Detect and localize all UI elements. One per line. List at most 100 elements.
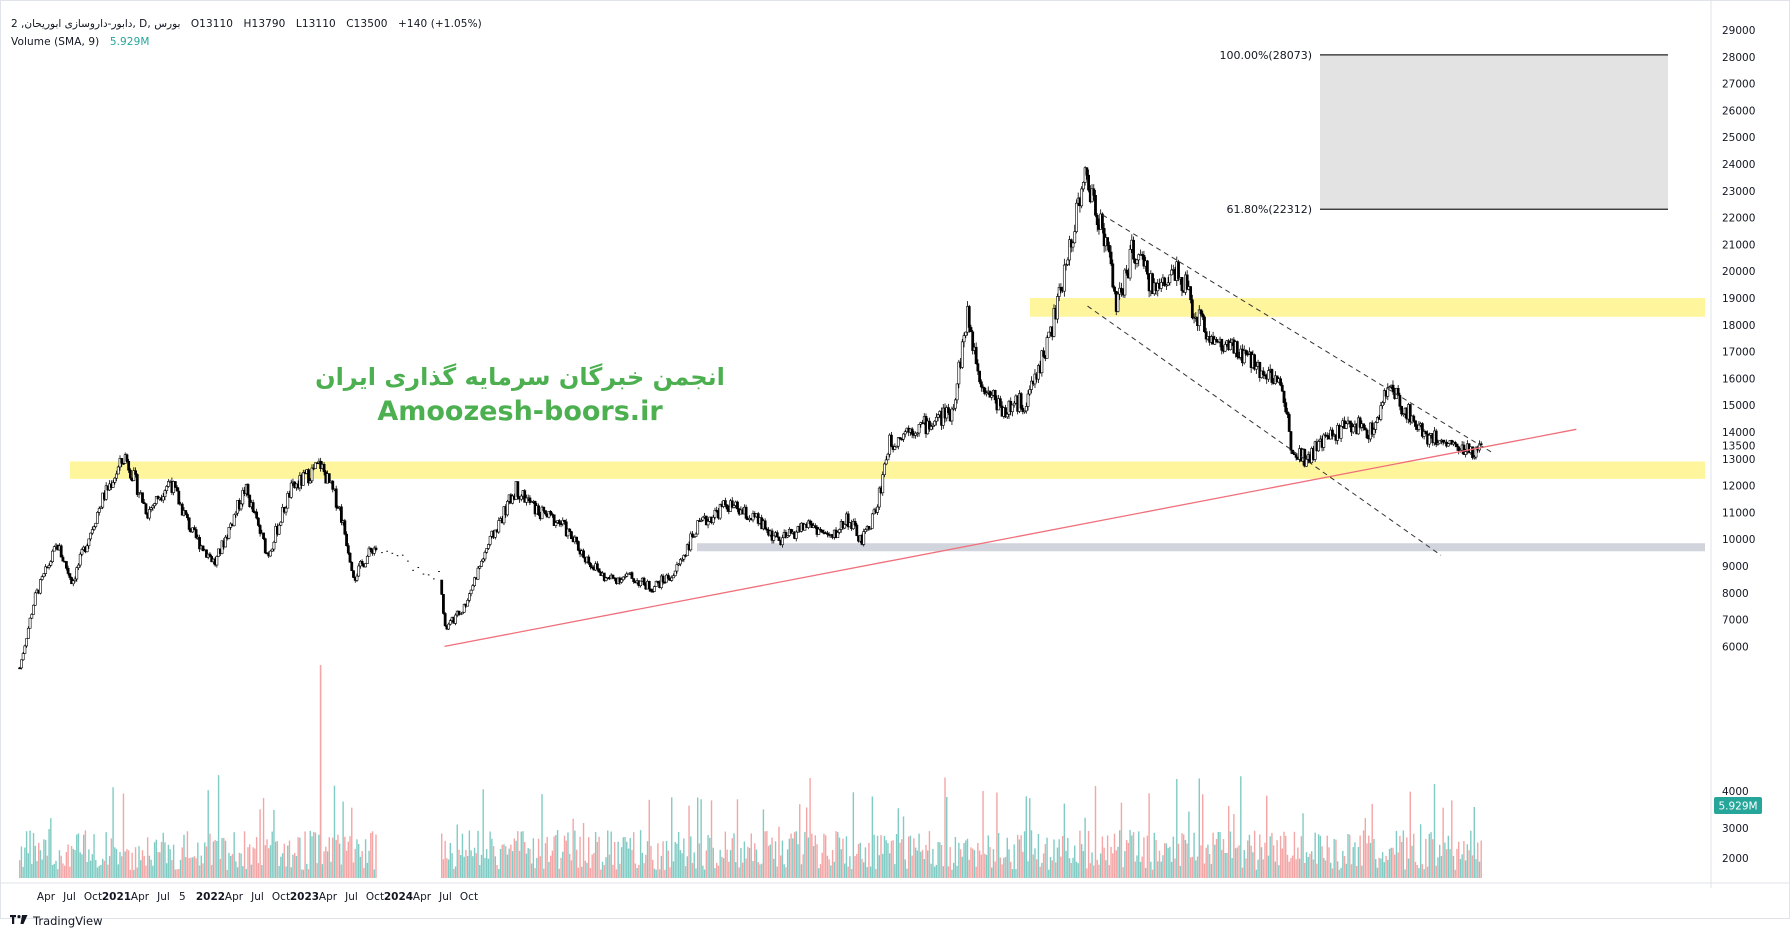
volume-bar [77,833,80,878]
candle-body [239,503,243,510]
volume-bar [51,864,54,878]
volume-bar [1245,858,1247,878]
volume-bar [826,855,829,878]
candle-body [224,536,227,548]
candle-body [281,507,284,523]
candle-body [127,460,131,471]
volume-bar [338,843,341,878]
volume-bar [364,839,367,878]
volume-indicator-label[interactable]: Volume (SMA, 9) [11,36,100,48]
volume-bar [36,861,38,878]
volume-bar [1425,838,1427,878]
candle-body [215,556,219,566]
candle-body [128,469,132,479]
candle-body [713,509,717,518]
candle-body [1042,350,1046,357]
volume-bar [619,863,621,878]
volume-bar [717,865,720,878]
volume-bar [351,807,353,878]
candle-body [167,481,170,487]
volume-bar [1041,862,1043,878]
candle-body [1253,354,1257,370]
volume-bar [141,850,144,878]
volume-bar [1259,834,1261,878]
time-tick-label: 2023 [290,891,319,903]
volume-bar [1053,839,1055,878]
candle-body [763,520,767,530]
volume-bar [601,861,604,878]
volume-bar [918,833,920,878]
volume-bar [1074,845,1076,878]
volume-bar [1224,852,1226,878]
candle-body [1081,182,1085,190]
price-axis[interactable]: 29000 28000 27000 26000 25000 24000 23000 22000… [1714,25,1762,865]
volume-bar [1381,852,1384,878]
volume-bar [1030,830,1033,878]
candle-body [516,481,520,497]
volume-bar [940,845,943,878]
volume-bar [345,850,348,878]
watermark: انجمن خبرگان سرمایه گذاری ایران Amoozesh… [300,360,740,430]
volume-bar [963,842,965,878]
volume-bar [62,863,64,878]
volume-bar [100,864,102,878]
volume-bar [198,865,201,878]
candle-body [896,437,900,447]
candle-body [1075,202,1078,232]
candle-body [256,517,260,526]
volume-bar [688,805,690,878]
candle-body [141,492,144,503]
volume-bar [98,865,100,878]
candle-body [1270,369,1274,383]
volume-bar [522,831,524,878]
footer[interactable]: TradingView [10,914,102,928]
candle-body [301,472,305,486]
volume-bar [152,865,154,878]
candle-body [1128,249,1132,279]
volume-bar [1016,834,1019,878]
volume-bar [1162,855,1164,878]
descending-channel-line-0 [1102,214,1494,454]
candle-body [355,575,359,581]
rising-trendline [444,428,1577,648]
legend-symbol[interactable]: دابور-داروسازی ابوریحان, 2, D, بورس [11,18,181,30]
volume-bar [757,862,759,878]
candle-body [1424,431,1428,435]
volume-bar [1056,847,1059,878]
volume-bar [932,848,934,878]
candle-body [192,527,196,530]
volume-bar [165,863,168,878]
volume-bar [487,858,490,878]
candle-body [1408,404,1412,423]
volume-bar [643,863,645,878]
volume-bar [581,866,583,878]
time-axis[interactable]: Apr Jul Oct 2021 Apr Jul 5 2022 Apr Jul Oct 2023 Apr… [37,891,478,903]
candle-body [1287,414,1291,432]
volume-bar [716,862,718,878]
volume-bar [292,854,294,878]
volume-bar [205,846,208,878]
volume-bar [987,835,989,878]
candle-body [699,519,703,522]
price-tick-label: 27000 [1722,79,1755,91]
volume-bar [1470,830,1472,878]
volume-bar [816,844,818,878]
price-tick-label: 18000 [1722,320,1755,332]
volume-bar [250,864,253,878]
volume-bar [1067,837,1069,878]
volume-bar [1003,857,1005,878]
candle-body [1163,277,1167,286]
volume-bar [169,849,171,878]
volume-bar [1283,831,1285,878]
volume-bar [82,834,85,878]
volume-bar [1214,844,1216,878]
candle-body [476,567,480,580]
volume-bar [1172,836,1175,878]
volume-bar [705,850,708,878]
volume-bar [838,837,841,878]
volume-bar [148,855,151,878]
volume-bar [1105,860,1107,878]
candle-body [135,474,139,495]
